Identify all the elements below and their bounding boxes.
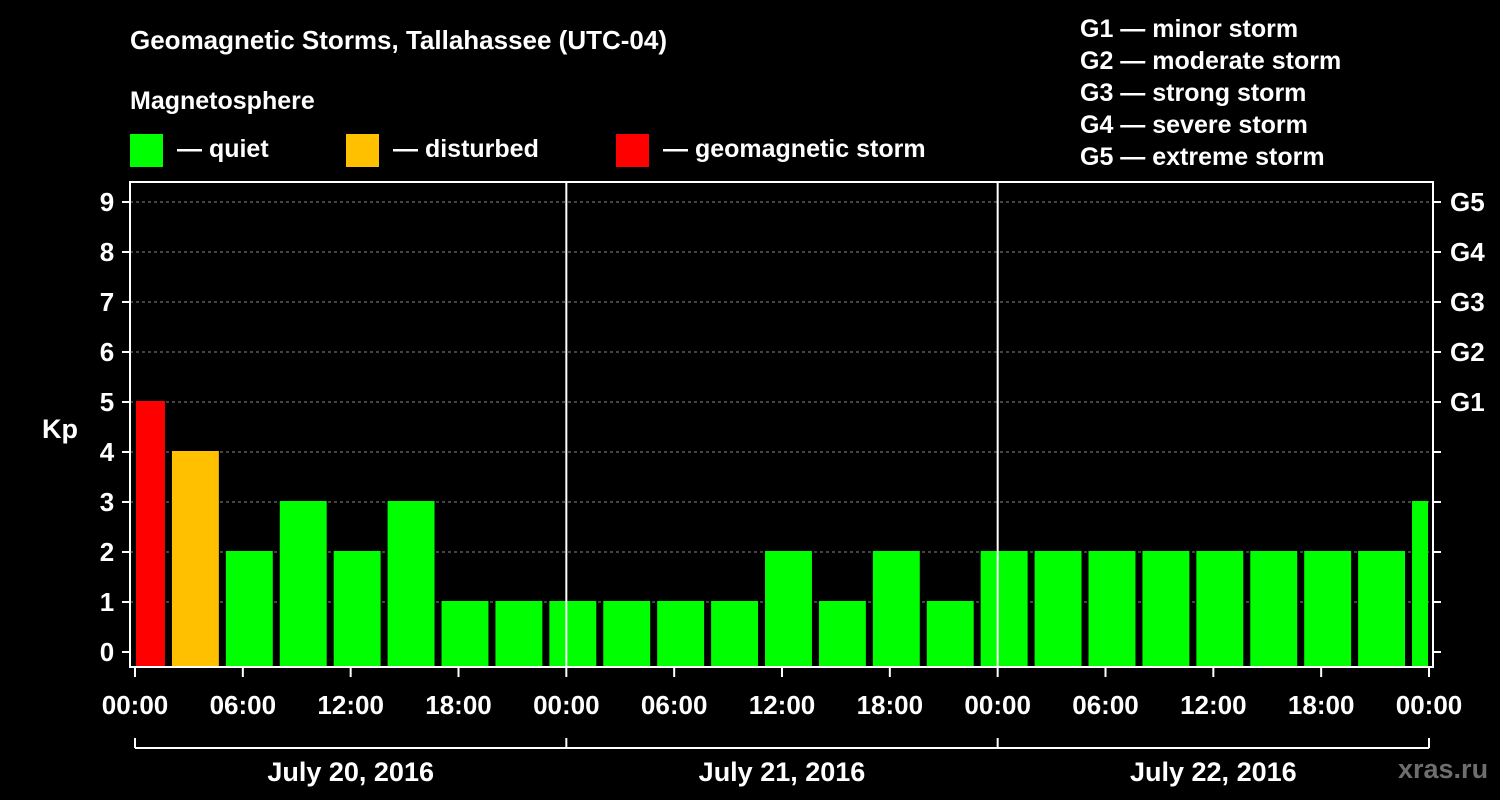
kp-bar bbox=[441, 601, 489, 667]
legend-label-quiet: — quiet bbox=[177, 135, 269, 163]
legend-label-storm: — geomagnetic storm bbox=[663, 135, 926, 163]
g-tick-label: G2 bbox=[1450, 337, 1485, 367]
kp-bar bbox=[1034, 551, 1082, 667]
kp-bar bbox=[818, 601, 866, 667]
x-tick-label: 06:00 bbox=[641, 690, 708, 720]
kp-bar bbox=[926, 601, 974, 667]
kp-bar bbox=[333, 551, 381, 667]
g-tick-label: G4 bbox=[1450, 237, 1485, 267]
day-label: July 21, 2016 bbox=[699, 757, 866, 787]
kp-bar bbox=[765, 551, 812, 667]
x-tick-label: 12:00 bbox=[317, 690, 384, 720]
kp-bar bbox=[1358, 551, 1406, 667]
y-tick-label: 3 bbox=[100, 487, 114, 517]
kp-bar bbox=[387, 501, 435, 667]
kp-bar bbox=[136, 401, 165, 667]
y-tick-label: 8 bbox=[100, 237, 114, 267]
kp-bar bbox=[1088, 551, 1136, 667]
y-tick-label: 6 bbox=[100, 337, 114, 367]
g-scale-item: G3 — strong storm bbox=[1080, 79, 1306, 107]
kp-bar bbox=[495, 601, 543, 667]
x-tick-label: 12:00 bbox=[1180, 690, 1247, 720]
x-tick-label: 00:00 bbox=[102, 690, 169, 720]
kp-bar bbox=[980, 551, 1028, 667]
y-tick-label: 5 bbox=[100, 387, 114, 417]
magnetosphere-label: Magnetosphere bbox=[130, 87, 315, 115]
kp-bar bbox=[1250, 551, 1298, 667]
y-axis-label: Kp bbox=[42, 414, 78, 444]
legend: — quiet — disturbed — geomagnetic storm bbox=[130, 134, 926, 167]
kp-bar bbox=[171, 451, 219, 667]
x-tick-label: 18:00 bbox=[857, 690, 924, 720]
day-label: July 22, 2016 bbox=[1130, 757, 1297, 787]
x-tick-label: 06:00 bbox=[1072, 690, 1139, 720]
axis-labels: 0 1 2 3 4 5 6 7 8 9 G1 G2 G3 G4 G5 00:00 06:00 12:00 18:00… bbox=[100, 187, 1485, 787]
y-tick-label: 7 bbox=[100, 287, 114, 317]
y-tick-label: 2 bbox=[100, 537, 114, 567]
kp-bar bbox=[603, 601, 651, 667]
legend-swatch-disturbed bbox=[346, 134, 379, 167]
y-tick-label: 9 bbox=[100, 187, 114, 217]
kp-bar bbox=[872, 551, 920, 667]
x-tick-label: 00:00 bbox=[1396, 690, 1463, 720]
kp-bar bbox=[549, 601, 597, 667]
g-tick-label: G1 bbox=[1450, 387, 1485, 417]
legend-swatch-storm bbox=[616, 134, 649, 167]
bars bbox=[136, 401, 1428, 667]
x-tick-label: 00:00 bbox=[533, 690, 600, 720]
legend-swatch-quiet bbox=[130, 134, 163, 167]
y-tick-label: 1 bbox=[100, 587, 114, 617]
kp-bar bbox=[711, 601, 759, 667]
x-tick-label: 00:00 bbox=[964, 690, 1031, 720]
x-tick-label: 18:00 bbox=[425, 690, 492, 720]
day-label: July 20, 2016 bbox=[267, 757, 434, 787]
g-scale-item: G4 — severe storm bbox=[1080, 111, 1308, 139]
kp-bar bbox=[1142, 551, 1190, 667]
x-tick-label: 18:00 bbox=[1288, 690, 1355, 720]
g-tick-label: G5 bbox=[1450, 187, 1485, 217]
kp-bar bbox=[1412, 501, 1428, 667]
kp-bar bbox=[657, 601, 705, 667]
g-tick-label: G3 bbox=[1450, 287, 1485, 317]
y-tick-label: 0 bbox=[100, 637, 114, 667]
legend-label-disturbed: — disturbed bbox=[393, 135, 539, 163]
kp-bar bbox=[1196, 551, 1244, 667]
watermark: xras.ru bbox=[1398, 754, 1488, 784]
x-tick-label: 06:00 bbox=[210, 690, 277, 720]
g-scale-item: G1 — minor storm bbox=[1080, 15, 1298, 43]
kp-bar bbox=[225, 551, 273, 667]
g-scale-item: G2 — moderate storm bbox=[1080, 47, 1341, 75]
y-tick-label: 4 bbox=[100, 437, 115, 467]
g-scale-item: G5 — extreme storm bbox=[1080, 143, 1325, 171]
kp-bar bbox=[279, 501, 327, 667]
kp-bar bbox=[1304, 551, 1352, 667]
axes bbox=[122, 181, 1441, 749]
chart-title: Geomagnetic Storms, Tallahassee (UTC-04) bbox=[130, 25, 667, 55]
x-tick-label: 12:00 bbox=[749, 690, 816, 720]
g-scale-list: G1 — minor storm G2 — moderate storm G3 … bbox=[1080, 15, 1341, 171]
